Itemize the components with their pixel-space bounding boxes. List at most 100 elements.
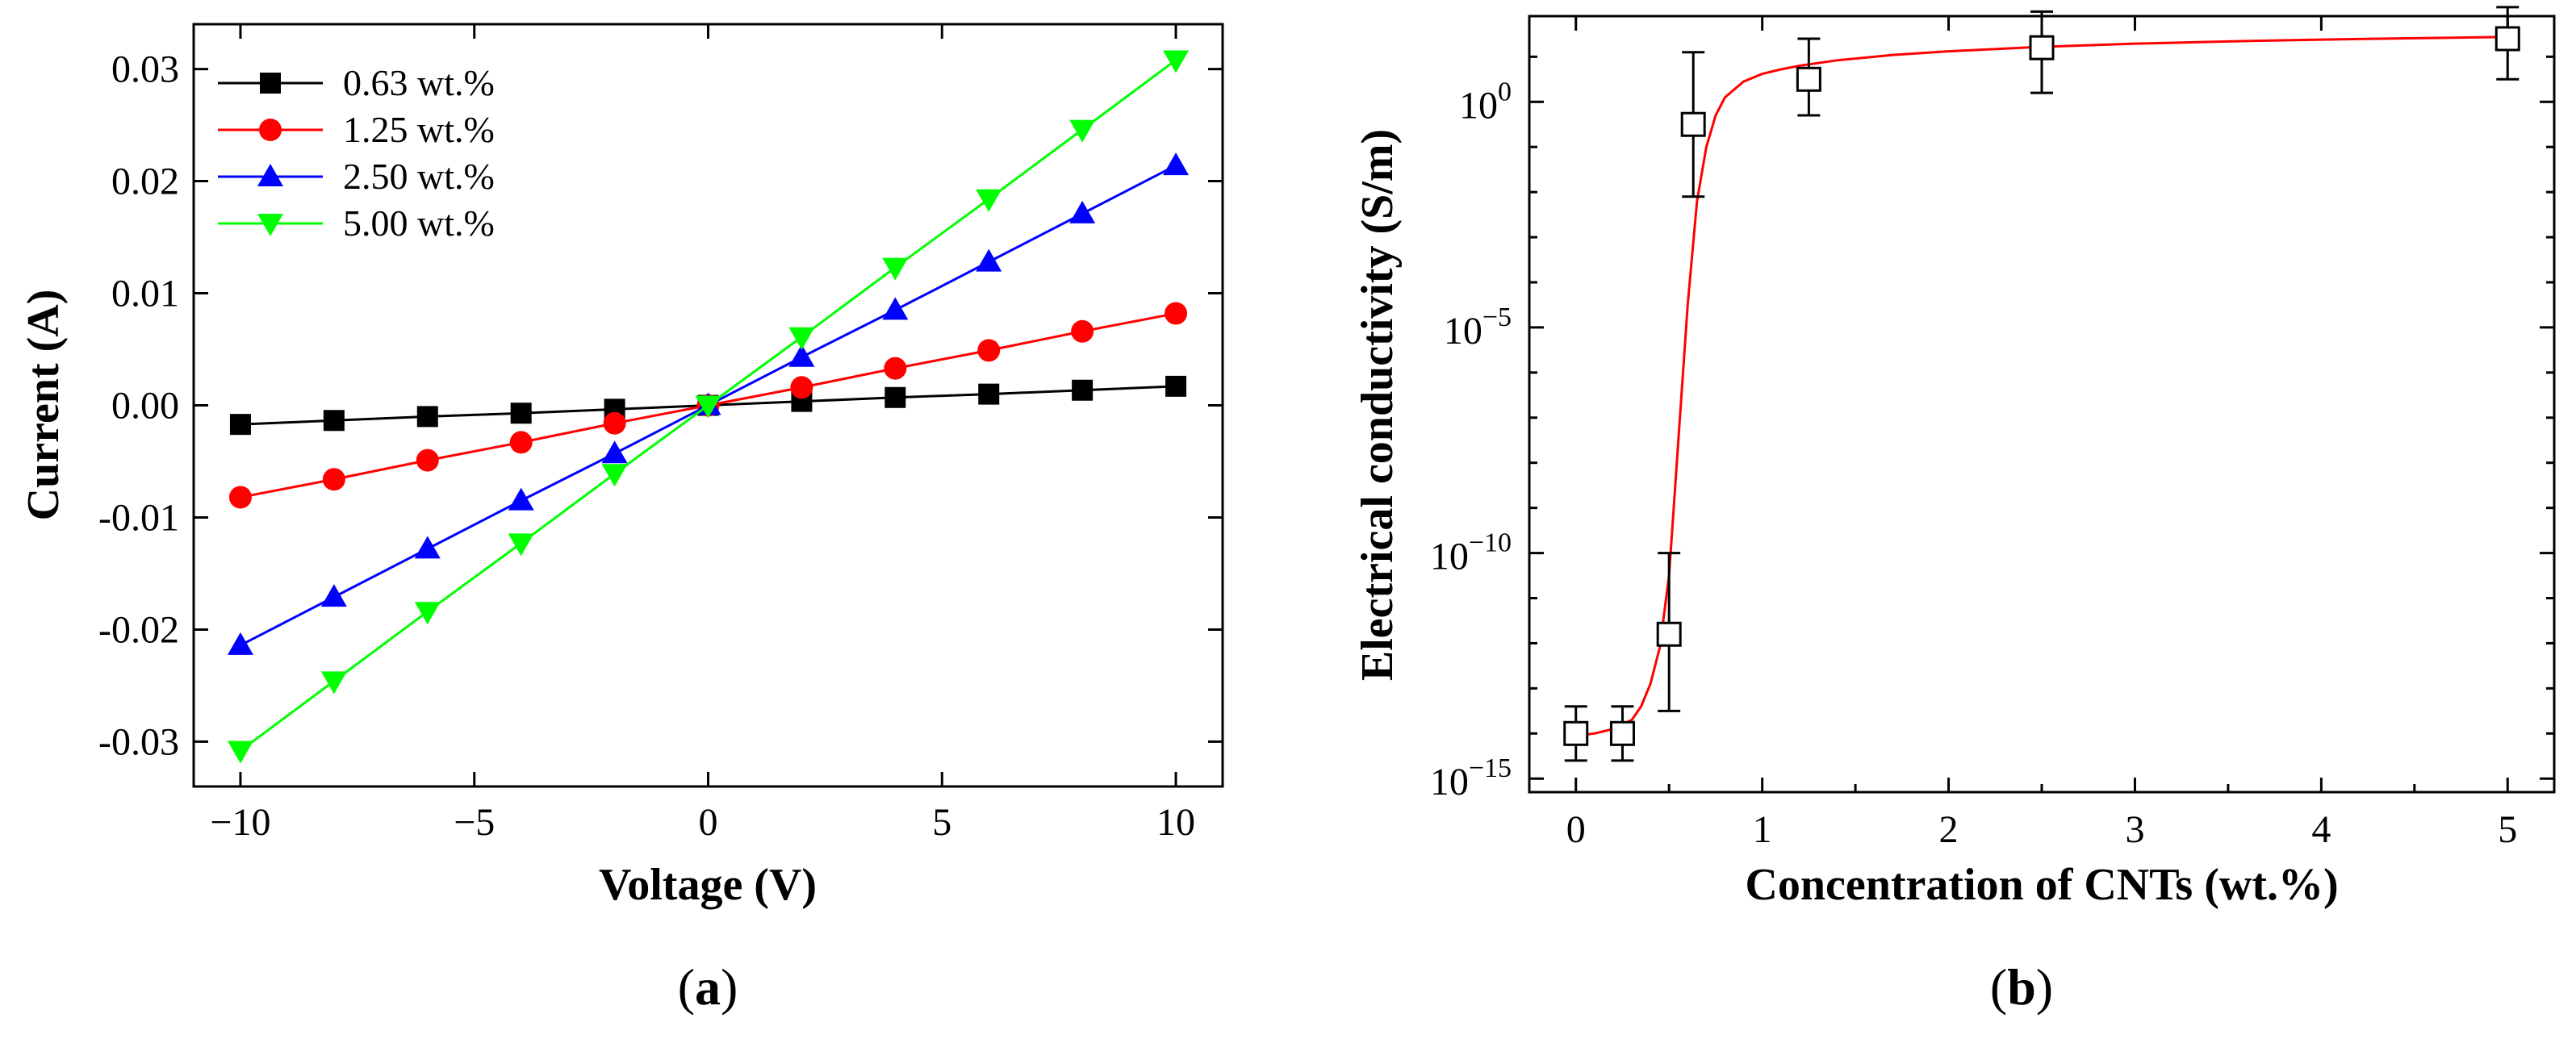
data-point-group [1680,51,1706,198]
y-tick-label: 10−15 [1430,753,1512,803]
data-point [416,406,438,428]
data-point [978,383,1000,405]
data-point [414,602,441,625]
data-point [1165,375,1187,397]
x-tick-label: 4 [2311,808,2331,851]
data-point [320,584,347,607]
legend-item: 0.63 wt.% [218,62,495,103]
panel-b-y-axis-title: Electrical conductivity (S/m) [1353,129,1403,681]
data-point [1069,200,1096,223]
panel-b-caption: (b) [1990,958,2053,1016]
data-point-group [2494,6,2520,81]
y-tick-label: -0.03 [98,720,179,763]
panel-a-x-ticks: −10 −5 0 5 10 [210,24,1195,844]
y-tick-label: -0.02 [98,608,179,651]
data-point [976,189,1002,212]
panel-a-iv-curves: −10 −5 0 5 10 -0.03 -0.02 -0.01 0.00 0.01 0.02 0.0… [19,23,1224,1016]
data-point [976,248,1002,272]
y-tick-label: 10−5 [1444,302,1512,353]
x-tick-label: 2 [1939,808,1959,851]
data-point [414,536,441,559]
panel-b-points [1563,6,2520,762]
data-point [508,487,534,511]
data-point [1609,720,1635,746]
data-point [2494,26,2520,52]
data-point [509,431,533,454]
data-point [882,297,909,320]
data-point [695,395,721,419]
data-point [1072,379,1094,401]
x-tick-label: 5 [2498,808,2517,851]
panel-b-x-ticks: 0 1 2 3 4 5 [1566,16,2517,851]
data-point-group [1609,705,1635,762]
data-point [323,410,345,432]
x-tick-label: 0 [1566,808,1586,851]
panel-b-y-ticks: 10−15 10−10 10−5 100 [1430,55,2554,803]
y-tick-label: 10−10 [1430,528,1512,578]
data-point-group [1656,552,1682,712]
legend-item: 1.25 wt.% [218,109,495,150]
data-point [882,257,909,281]
data-point [601,464,628,487]
panel-b-conductivity: 0 1 2 3 4 5 10−15 10−10 10−5 100 Concentration o… [1353,6,2556,1016]
y-tick-label: 0.02 [111,161,179,203]
data-point-group [1563,705,1589,762]
data-point [227,741,253,764]
x-tick-label: −5 [454,801,495,844]
panel-a-caption: (a) [678,958,738,1016]
data-point [1796,66,1821,92]
x-tick-label: 5 [932,801,951,844]
data-point [977,339,1001,362]
legend-label: 2.50 wt.% [343,156,495,197]
data-point [322,468,345,491]
data-point [228,486,252,509]
data-point [1680,111,1706,137]
x-tick-label: 3 [2125,808,2144,851]
panel-a-legend: 0.63 wt.% 1.25 wt.% 2.50 wt.% 5.00 wt.% [218,62,495,244]
data-point [788,327,815,350]
legend-marker [260,73,281,94]
data-point [1563,720,1589,746]
x-tick-label: 1 [1753,808,1772,851]
data-point [790,376,813,399]
x-tick-label: −10 [210,801,270,844]
data-point [1071,319,1094,343]
legend-item: 5.00 wt.% [218,202,495,244]
data-point [1163,50,1190,73]
data-point [1069,119,1096,143]
legend-label: 1.25 wt.% [343,109,495,150]
panel-a-y-axis-title: Current (A) [19,290,69,521]
y-tick-label: -0.01 [98,496,179,539]
legend-marker [257,164,283,186]
panel-a-y-ticks: -0.03 -0.02 -0.01 0.00 0.01 0.02 0.03 [98,48,1223,763]
legend-marker [259,119,282,141]
series-3 [227,50,1190,764]
data-point [320,671,347,695]
data-point [416,448,439,472]
data-point [884,357,907,380]
legend-marker [257,214,283,236]
y-tick-label: 0.01 [111,273,179,315]
data-point-group [1796,37,1821,117]
panel-a-series [227,50,1190,764]
fit-curve [1575,35,2508,737]
data-point [788,344,815,367]
panel-b-fit [1575,35,2508,737]
data-point [508,533,534,557]
panel-b-x-axis-title: Concentration of CNTs (wt.%) [1745,860,2338,910]
data-point [2029,35,2055,60]
x-tick-label: 0 [699,801,718,844]
data-point [510,403,532,424]
legend-item: 2.50 wt.% [218,156,495,197]
data-point-group [2029,10,2055,94]
x-tick-label: 10 [1156,801,1195,844]
data-point [601,440,628,464]
data-point [227,632,253,655]
data-point [229,414,251,436]
data-point [884,386,906,408]
data-point [603,411,626,435]
y-tick-label: 100 [1459,77,1512,127]
legend-label: 0.63 wt.% [343,62,495,103]
data-point [1165,302,1188,325]
